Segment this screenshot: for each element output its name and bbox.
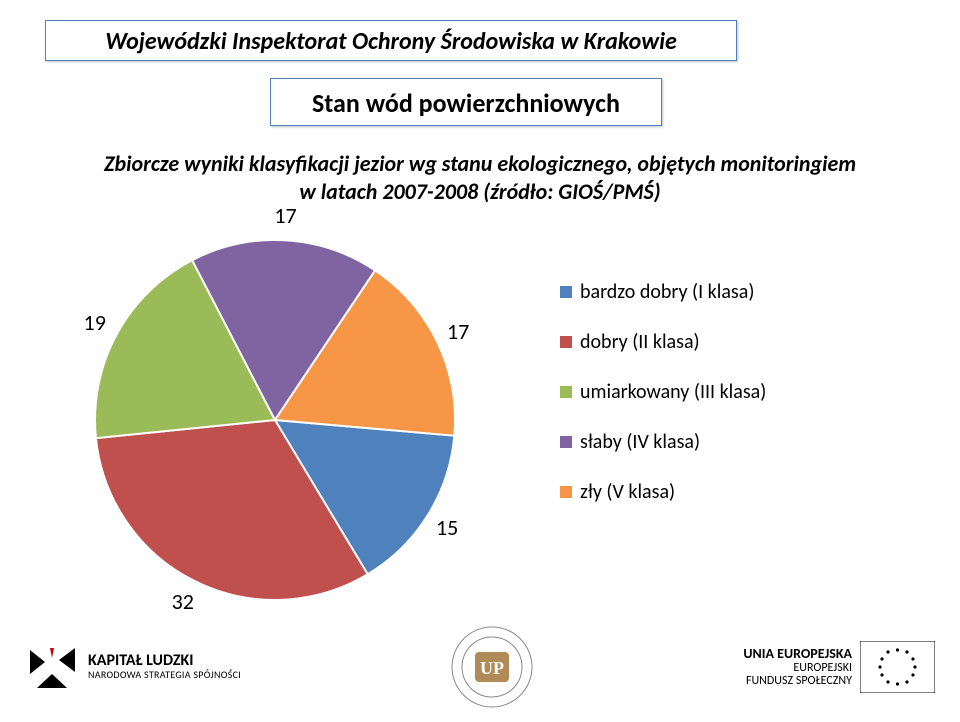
- up-logo-icon: UP: [447, 622, 537, 712]
- pie-value-label: 19: [84, 309, 106, 336]
- kapital-small: NARODOWA STRATEGIA SPÓJNOŚCI: [88, 670, 241, 681]
- legend-label: słaby (IV klasa): [580, 430, 700, 454]
- legend-item: umiarkowany (III klasa): [560, 380, 860, 404]
- pie-chart: [90, 235, 460, 605]
- legend-label: umiarkowany (III klasa): [580, 380, 766, 404]
- legend-swatch: [560, 386, 572, 398]
- eu-l3: FUNDUSZ SPOŁECZNY: [743, 675, 852, 688]
- pie-value-label: 32: [172, 588, 194, 615]
- legend-label: bardzo dobry (I klasa): [580, 280, 754, 304]
- footer-eu: UNIA EUROPEJSKA EUROPEJSKI FUNDUSZ SPOŁE…: [743, 641, 935, 693]
- legend-item: dobry (II klasa): [560, 330, 860, 354]
- kapital-text: KAPITAŁ LUDZKI NARODOWA STRATEGIA SPÓJNO…: [88, 653, 241, 680]
- kapital-icon: [25, 640, 80, 695]
- subtitle: Zbiorcze wyniki klasyfikacji jezior wg s…: [60, 150, 900, 205]
- footer: KAPITAŁ LUDZKI NARODOWA STRATEGIA SPÓJNO…: [25, 622, 935, 712]
- eu-l2: EUROPEJSKI: [743, 662, 852, 675]
- legend-swatch: [560, 486, 572, 498]
- chart-area: 1532191717 bardzo dobry (I klasa)dobry (…: [60, 225, 880, 615]
- eu-l1: UNIA EUROPEJSKA: [743, 646, 852, 661]
- eu-flag-icon: [860, 641, 935, 693]
- pie-value-label: 17: [447, 318, 469, 345]
- legend-swatch: [560, 336, 572, 348]
- subtitle-line1: Zbiorcze wyniki klasyfikacji jezior wg s…: [104, 150, 856, 177]
- footer-kapital: KAPITAŁ LUDZKI NARODOWA STRATEGIA SPÓJNO…: [25, 640, 241, 695]
- legend-swatch: [560, 436, 572, 448]
- slide: Wojewódzki Inspektorat Ochrony Środowisk…: [0, 0, 960, 722]
- footer-up-logo: UP: [447, 622, 537, 712]
- legend-item: bardzo dobry (I klasa): [560, 280, 860, 304]
- legend-label: dobry (II klasa): [580, 330, 700, 354]
- subtitle-line2: w latach 2007-2008 (źródło: GIOŚ/PMŚ): [299, 178, 660, 205]
- eu-text: UNIA EUROPEJSKA EUROPEJSKI FUNDUSZ SPOŁE…: [743, 646, 852, 688]
- svg-text:UP: UP: [480, 658, 504, 678]
- pie-value-label: 15: [436, 514, 458, 541]
- title-box: Stan wód powierzchniowych: [270, 78, 662, 126]
- title-text: Stan wód powierzchniowych: [312, 87, 620, 119]
- header-box: Wojewódzki Inspektorat Ochrony Środowisk…: [45, 20, 737, 61]
- legend-label: zły (V klasa): [580, 480, 675, 504]
- header-text: Wojewódzki Inspektorat Ochrony Środowisk…: [105, 27, 677, 56]
- legend-item: słaby (IV klasa): [560, 430, 860, 454]
- legend: bardzo dobry (I klasa) dobry (II klasa) um…: [560, 280, 860, 530]
- legend-item: zły (V klasa): [560, 480, 860, 504]
- legend-swatch: [560, 286, 572, 298]
- pie-value-label: 17: [274, 202, 296, 229]
